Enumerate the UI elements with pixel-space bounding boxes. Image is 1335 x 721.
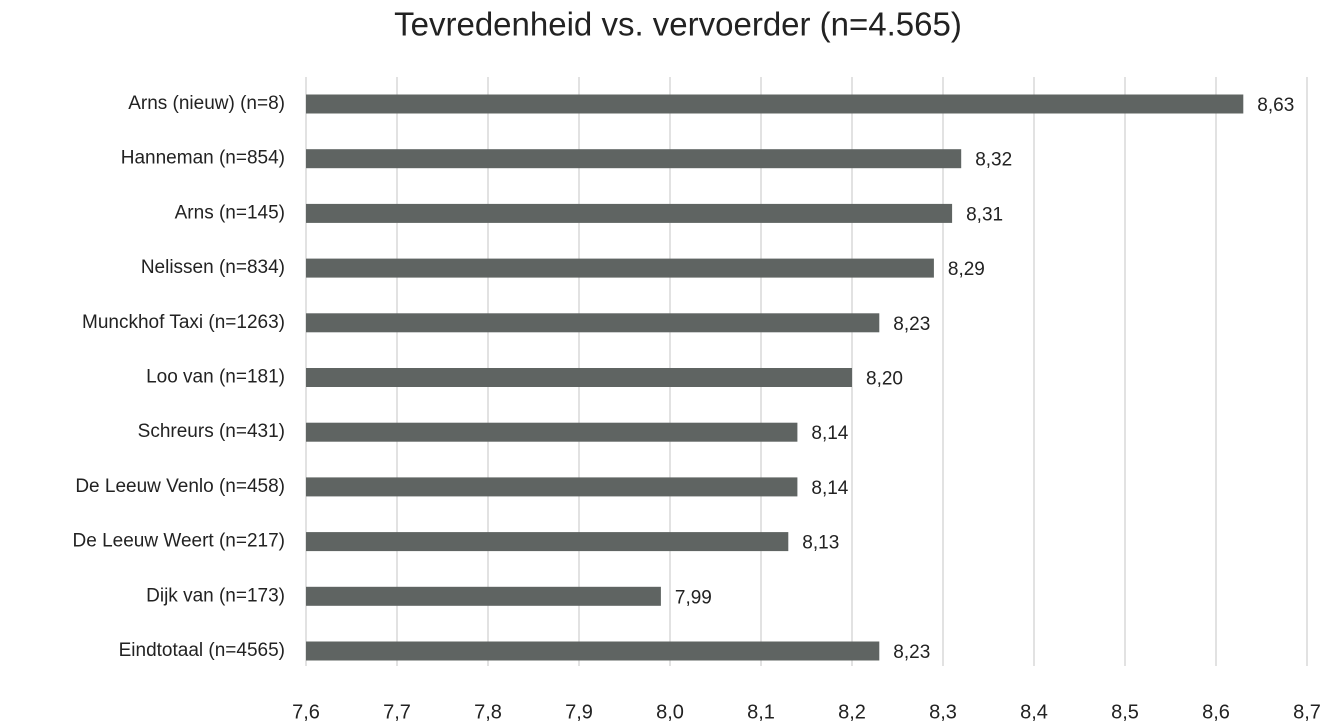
bar [306,532,789,552]
x-tick-label: 8,3 [929,701,957,721]
value-label: 8,63 [1257,95,1294,116]
bar [306,203,953,223]
value-label: 8,13 [802,533,839,554]
bar [306,368,852,387]
y-tick-label: Eindtotaal (n=4565) [119,640,285,661]
y-tick-label: Loo van (n=181) [146,367,285,388]
x-tick-label: 7,9 [565,701,593,721]
value-label: 8,23 [893,642,930,663]
x-tick-label: 7,7 [383,701,411,721]
x-tick-label: 8,4 [1020,701,1048,721]
value-label: 7,99 [675,587,712,608]
x-tick-label: 8,7 [1293,701,1321,721]
y-tick-label: Schreurs (n=431) [138,421,285,442]
value-label: 8,14 [811,478,848,499]
x-tick-label: 7,6 [292,701,320,721]
bar [306,149,962,169]
value-label: 8,32 [975,150,1012,171]
x-tick-label: 7,8 [474,701,502,721]
y-tick-label: Arns (nieuw) (n=8) [128,93,285,114]
y-tick-label: Munckhof Taxi (n=1263) [82,312,285,333]
y-tick-label: Arns (n=145) [175,202,285,223]
chart-title: Tevredenheid vs. vervoerder (n=4.565) [394,6,962,43]
value-label: 8,29 [948,259,985,280]
y-tick-label: Nelissen (n=834) [141,257,285,278]
y-tick-label: De Leeuw Weert (n=217) [73,531,285,552]
value-label: 8,31 [966,204,1003,225]
value-label: 8,20 [866,369,903,390]
bar [306,586,661,606]
bar [306,641,880,661]
value-label: 8,23 [893,314,930,335]
x-tick-label: 8,1 [747,701,775,721]
bar [306,313,880,333]
y-tick-label: Dijk van (n=173) [146,585,285,606]
value-label: 8,14 [811,423,848,444]
bar [306,94,1244,114]
x-tick-label: 8,0 [656,701,684,721]
bar [306,477,798,497]
y-tick-label: De Leeuw Venlo (n=458) [75,476,285,497]
x-tick-label: 8,5 [1111,701,1139,721]
y-tick-label: Hanneman (n=854) [121,148,285,169]
x-tick-label: 8,2 [838,701,866,721]
x-tick-label: 8,6 [1202,701,1230,721]
bar [306,422,798,442]
bar [306,258,934,278]
